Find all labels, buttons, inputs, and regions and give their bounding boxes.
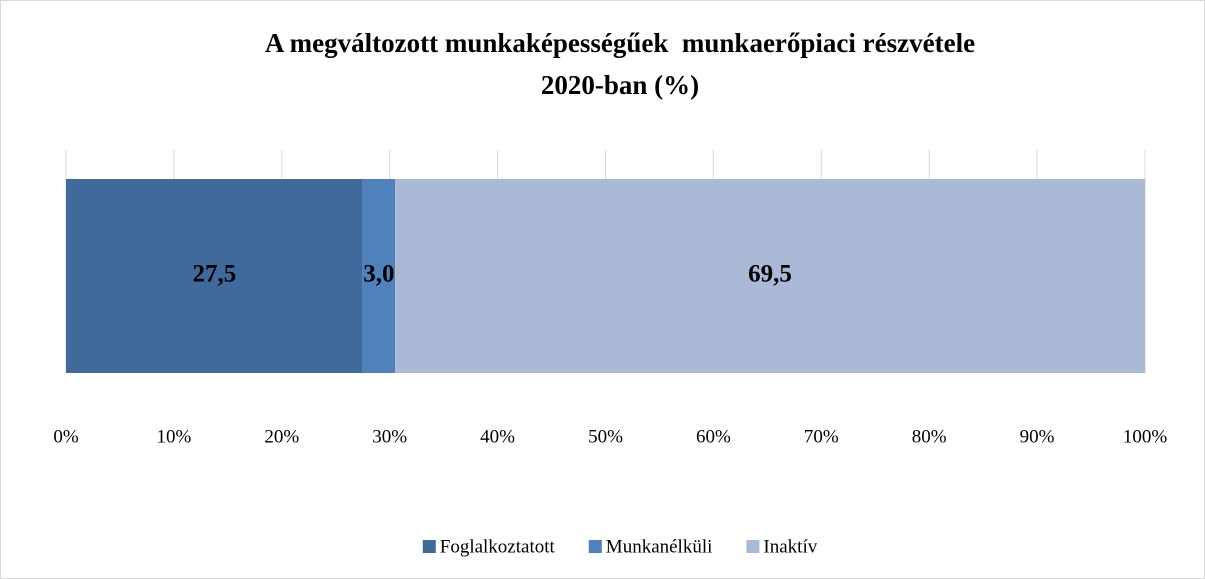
legend-swatch xyxy=(588,540,602,553)
bar-segment xyxy=(66,179,363,373)
x-tick-label: 60% xyxy=(696,426,731,447)
legend-swatch xyxy=(422,540,436,553)
bar-segment xyxy=(362,179,396,373)
x-tick-label: 50% xyxy=(588,426,623,447)
chart-title: 2020-ban (%) xyxy=(541,70,699,100)
x-tick-label: 10% xyxy=(156,426,191,447)
data-label: 69,5 xyxy=(748,261,792,288)
x-tick-label: 100% xyxy=(1123,426,1168,447)
data-label: 3,0 xyxy=(363,261,394,288)
bar-segment xyxy=(395,179,1146,373)
x-tick-label: 30% xyxy=(372,426,407,447)
legend-swatch xyxy=(746,540,760,553)
legend-label: Inaktív xyxy=(763,536,817,557)
x-tick-label: 20% xyxy=(264,426,299,447)
x-tick-label: 70% xyxy=(804,426,839,447)
x-tick-label: 80% xyxy=(912,426,947,447)
legend-label: Foglalkoztatott xyxy=(440,536,556,557)
data-label: 27,5 xyxy=(192,261,236,288)
x-tick-label: 0% xyxy=(53,426,79,447)
chart-title: A megváltozott munkaképességűek munkaerő… xyxy=(265,28,975,58)
legend-label: Munkanélküli xyxy=(606,536,713,557)
x-tick-label: 40% xyxy=(480,426,515,447)
x-tick-label: 90% xyxy=(1020,426,1055,447)
